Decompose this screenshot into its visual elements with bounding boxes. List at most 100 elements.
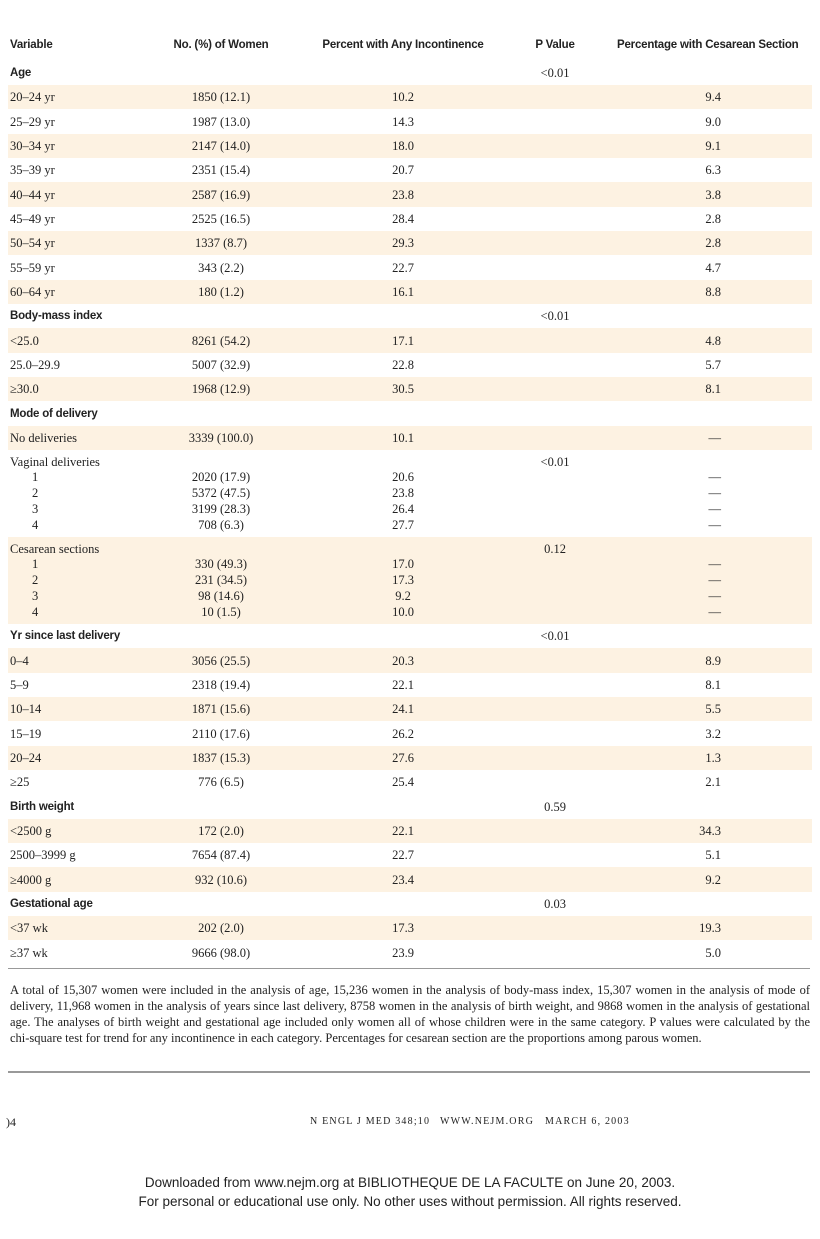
column-header: P Value — [535, 39, 575, 51]
p-value: <0.01 — [540, 66, 570, 80]
incontinence-cell: 20.7 — [392, 163, 414, 178]
cesarean-cell: 5.7 — [705, 357, 721, 372]
cesarean-cell: 9.1 — [705, 138, 721, 153]
variable-cell: 20–24 — [10, 750, 42, 765]
incontinence-cell: 28.4 — [392, 211, 414, 226]
p-value: 0.03 — [544, 896, 566, 911]
row-shade — [8, 818, 812, 844]
incontinence-cell: 17.1 — [392, 333, 414, 348]
cesarean-cell: — — [708, 486, 722, 501]
incontinence-cell: 30.5 — [392, 382, 414, 397]
incontinence-cell: 22.8 — [392, 357, 414, 372]
row-shade — [8, 328, 812, 353]
variable-cell: <2500 g — [10, 823, 52, 838]
column-header: Percent with Any Incontinence — [322, 39, 484, 51]
women-cell: 708 (6.3) — [198, 518, 244, 533]
women-cell: 180 (1.2) — [198, 284, 244, 299]
variable-cell: 2500–3999 g — [10, 848, 76, 863]
cesarean-cell: 4.8 — [705, 333, 721, 348]
variable-cell: 40–44 yr — [10, 187, 55, 202]
cesarean-cell: 2.1 — [705, 775, 721, 790]
women-cell: 5007 (32.9) — [191, 357, 251, 372]
p-value: 0.59 — [544, 799, 566, 814]
row-shade — [8, 279, 812, 305]
cesarean-cell: 4.7 — [705, 260, 721, 275]
women-cell: 2351 (15.4) — [191, 163, 251, 178]
women-cell: 3056 (25.5) — [191, 653, 251, 668]
row-shade — [8, 85, 812, 110]
download-notice: For personal or educational use only. No… — [138, 1194, 682, 1209]
incontinence-cell: 22.7 — [392, 260, 414, 275]
cesarean-cell: 34.3 — [699, 823, 721, 838]
incontinence-cell: 9.2 — [395, 589, 411, 604]
cesarean-cell: — — [708, 470, 722, 485]
row-shade — [8, 916, 812, 941]
women-cell: 7654 (87.4) — [191, 848, 251, 863]
variable-cell: ≥25 — [10, 775, 30, 790]
sub-row-label: 2 — [32, 573, 39, 588]
women-cell: 8261 (54.2) — [191, 333, 251, 348]
women-cell: 1837 (15.3) — [191, 750, 251, 765]
women-cell: 2318 (19.4) — [191, 677, 251, 692]
variable-cell: 60–64 yr — [10, 284, 55, 299]
women-cell: 202 (2.0) — [198, 921, 244, 936]
cesarean-cell: — — [708, 605, 722, 620]
footnote: A total of 15,307 women were included in… — [10, 983, 810, 1045]
cesarean-cell: 9.0 — [705, 114, 721, 129]
cesarean-cell: — — [708, 589, 722, 604]
incontinence-cell: 25.4 — [392, 775, 414, 790]
sub-row-label: 2 — [32, 486, 39, 501]
variable-cell: 20–24 yr — [10, 90, 55, 105]
cesarean-cell: — — [708, 502, 722, 517]
women-cell: 1968 (12.9) — [191, 382, 251, 397]
sub-row-label: 3 — [32, 589, 39, 604]
women-cell: 98 (14.6) — [198, 589, 244, 604]
women-cell: 231 (34.5) — [194, 573, 248, 588]
cesarean-cell: — — [708, 573, 722, 588]
incontinence-cell: 24.1 — [392, 702, 414, 717]
row-shade — [8, 648, 812, 673]
incontinence-cell: 14.3 — [392, 114, 414, 129]
women-cell: 2110 (17.6) — [192, 726, 250, 741]
incontinence-cell: 22.1 — [392, 677, 414, 692]
cesarean-cell: 2.8 — [705, 236, 721, 251]
cesarean-cell: 8.8 — [705, 284, 721, 299]
sub-row-label: 4 — [32, 518, 39, 533]
variable-cell: 55–59 yr — [10, 260, 55, 275]
section-label: Body-mass index — [10, 310, 103, 323]
cesarean-cell: 1.3 — [705, 750, 721, 765]
variable-cell: 0–4 — [10, 653, 29, 668]
cesarean-cell: 9.2 — [705, 872, 721, 887]
cesarean-cell: 8.9 — [705, 653, 721, 668]
cesarean-cell: 19.3 — [699, 921, 721, 936]
incontinence-cell: 23.4 — [392, 872, 414, 887]
cesarean-cell: — — [708, 518, 722, 533]
incontinence-cell: 10.1 — [392, 430, 414, 445]
women-cell: 3339 (100.0) — [188, 430, 254, 445]
women-cell: 932 (10.6) — [194, 872, 248, 887]
section-label: Mode of delivery — [10, 407, 98, 420]
variable-cell: 35–39 yr — [10, 163, 55, 178]
women-cell: 5372 (47.5) — [191, 486, 251, 501]
cesarean-cell: 6.3 — [705, 163, 721, 178]
variable-cell: 25–29 yr — [10, 114, 55, 129]
incontinence-cell: 27.7 — [392, 518, 414, 533]
variable-cell: <37 wk — [10, 921, 48, 936]
incontinence-cell: 18.0 — [392, 138, 414, 153]
women-cell: 2525 (16.5) — [191, 211, 251, 226]
variable-cell: ≥30.0 — [10, 382, 39, 397]
incontinence-cell: 10.2 — [392, 90, 414, 105]
cesarean-cell: 5.5 — [705, 702, 721, 717]
women-cell: 2587 (16.9) — [191, 187, 251, 202]
incontinence-cell: 26.2 — [392, 726, 414, 741]
women-cell: 1871 (15.6) — [191, 702, 251, 717]
cesarean-cell: 2.8 — [705, 211, 721, 226]
row-label: Cesarean sections — [10, 542, 100, 557]
page-number: )4 — [6, 1115, 16, 1129]
download-notice: Downloaded from www.nejm.org at BIBLIOTH… — [144, 1175, 676, 1190]
women-cell: 1850 (12.1) — [191, 90, 251, 105]
column-header: Variable — [10, 39, 53, 51]
sub-row-label: 3 — [32, 502, 39, 517]
women-cell: 343 (2.2) — [198, 260, 244, 275]
